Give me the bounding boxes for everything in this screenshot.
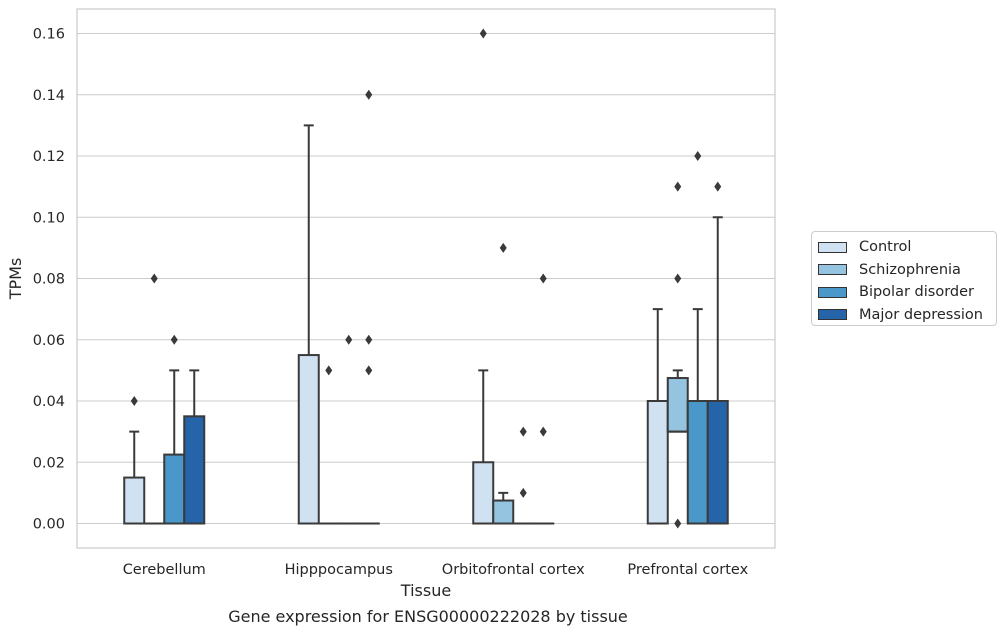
legend: Control Schizophrenia Bipolar disorder M… (811, 231, 997, 326)
outlier-point (479, 28, 487, 39)
outlier-point (519, 487, 527, 498)
box-group (357, 89, 380, 525)
box (183, 415, 206, 525)
outlier-point (519, 426, 527, 437)
x-tick-label: Hipppocampus (285, 562, 393, 578)
y-tick-label: 0.08 (33, 272, 65, 288)
box (123, 476, 146, 525)
box-group (492, 242, 515, 525)
box (686, 400, 709, 525)
outlier-point (170, 334, 178, 345)
outlier-point (130, 396, 138, 406)
y-tick-label: 0.02 (33, 455, 65, 471)
boxes-layer (123, 28, 729, 529)
box-group (666, 181, 689, 529)
box (472, 461, 495, 525)
box-group (512, 426, 535, 525)
legend-label: Bipolar disorder (859, 284, 974, 301)
outlier-point (714, 181, 722, 192)
outlier-point (150, 273, 158, 284)
outlier-point (694, 151, 702, 161)
y-tick-label: 0.06 (33, 333, 65, 349)
box-group (532, 273, 555, 525)
box-group (123, 396, 146, 525)
chart-title: Gene expression for ENSG00000222028 by t… (228, 607, 628, 626)
outlier-point (345, 334, 353, 345)
legend-label: Schizophrenia (859, 261, 961, 278)
box (297, 354, 320, 525)
legend-label: Control (859, 239, 912, 256)
x-tick-label: Orbitofrontal cortex (442, 562, 585, 578)
tick-labels: 0.00 0.02 0.04 0.06 0.08 0.10 0.12 0.14 0.16 Cere… (33, 27, 749, 579)
box (666, 377, 689, 433)
y-tick-label: 0.12 (33, 149, 65, 165)
outlier-point (365, 365, 373, 376)
box-group (317, 365, 340, 525)
box-group (686, 151, 709, 525)
box (492, 499, 515, 525)
outlier-point (365, 89, 373, 100)
box-group (646, 308, 669, 525)
box-group (337, 334, 360, 525)
y-tick-label: 0.00 (33, 517, 65, 533)
y-tick-label: 0.16 (33, 27, 65, 43)
box-group (472, 28, 495, 525)
legend-item-major-depression: Major depression (818, 304, 996, 327)
outlier-point (539, 426, 547, 437)
x-tick-label: Cerebellum (123, 562, 206, 578)
box-group (706, 181, 729, 525)
box-group (143, 273, 166, 525)
y-tick-label: 0.04 (33, 394, 65, 410)
box (646, 400, 669, 525)
legend-item-control: Control (818, 236, 996, 259)
outlier-point (674, 273, 682, 284)
box (163, 453, 186, 525)
box-group (297, 124, 320, 525)
plot-area-frame (76, 8, 776, 549)
legend-item-bipolar-disorder: Bipolar disorder (818, 281, 996, 304)
x-tick-label: Prefrontal cortex (627, 562, 748, 578)
outlier-point (365, 334, 373, 345)
legend-swatch-schizophrenia (818, 264, 847, 276)
box (706, 400, 729, 525)
y-axis-label: TPMs (6, 258, 25, 301)
legend-label: Major depression (859, 306, 983, 323)
outlier-point (499, 242, 507, 253)
x-axis-label: Tissue (400, 581, 451, 600)
outlier-point (674, 518, 682, 529)
outlier-point (325, 365, 333, 376)
box-group (163, 334, 186, 525)
legend-swatch-major-depression (818, 309, 847, 321)
outlier-point (539, 273, 547, 284)
legend-item-schizophrenia: Schizophrenia (818, 259, 996, 282)
legend-swatch-control (818, 241, 847, 253)
outlier-point (674, 181, 682, 192)
y-tick-label: 0.10 (33, 210, 65, 226)
gridlines (77, 32, 775, 525)
box-group (183, 369, 206, 525)
y-tick-label: 0.14 (33, 88, 65, 104)
legend-swatch-bipolar-disorder (818, 286, 847, 298)
